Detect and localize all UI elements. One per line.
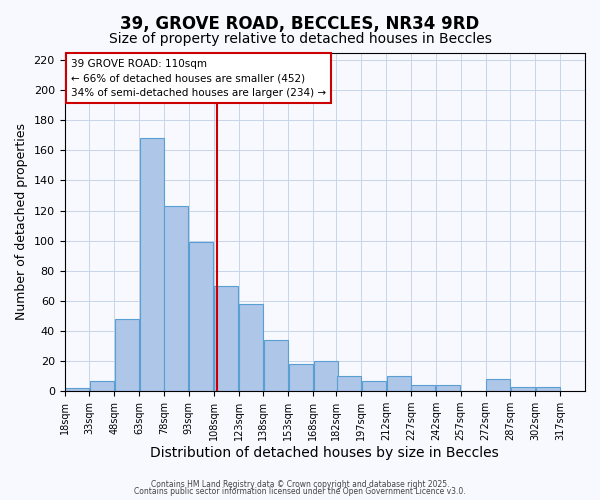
Bar <box>412 385 436 391</box>
Bar <box>386 376 410 391</box>
Bar <box>65 388 89 391</box>
Bar <box>140 138 164 391</box>
Bar <box>486 379 510 391</box>
Bar <box>436 385 460 391</box>
Bar <box>536 386 560 391</box>
Text: 39, GROVE ROAD, BECCLES, NR34 9RD: 39, GROVE ROAD, BECCLES, NR34 9RD <box>121 15 479 33</box>
Bar <box>164 206 188 391</box>
Bar <box>511 386 535 391</box>
Bar <box>337 376 361 391</box>
X-axis label: Distribution of detached houses by size in Beccles: Distribution of detached houses by size … <box>151 446 499 460</box>
Text: Size of property relative to detached houses in Beccles: Size of property relative to detached ho… <box>109 32 491 46</box>
Bar <box>189 242 213 391</box>
Bar <box>264 340 288 391</box>
Bar <box>214 286 238 391</box>
Text: Contains HM Land Registry data © Crown copyright and database right 2025.: Contains HM Land Registry data © Crown c… <box>151 480 449 489</box>
Bar <box>362 380 386 391</box>
Bar <box>239 304 263 391</box>
Bar <box>314 361 338 391</box>
Bar <box>90 380 114 391</box>
Bar <box>115 319 139 391</box>
Y-axis label: Number of detached properties: Number of detached properties <box>15 124 28 320</box>
Bar <box>289 364 313 391</box>
Text: Contains public sector information licensed under the Open Government Licence v3: Contains public sector information licen… <box>134 487 466 496</box>
Text: 39 GROVE ROAD: 110sqm
← 66% of detached houses are smaller (452)
34% of semi-det: 39 GROVE ROAD: 110sqm ← 66% of detached … <box>71 58 326 98</box>
